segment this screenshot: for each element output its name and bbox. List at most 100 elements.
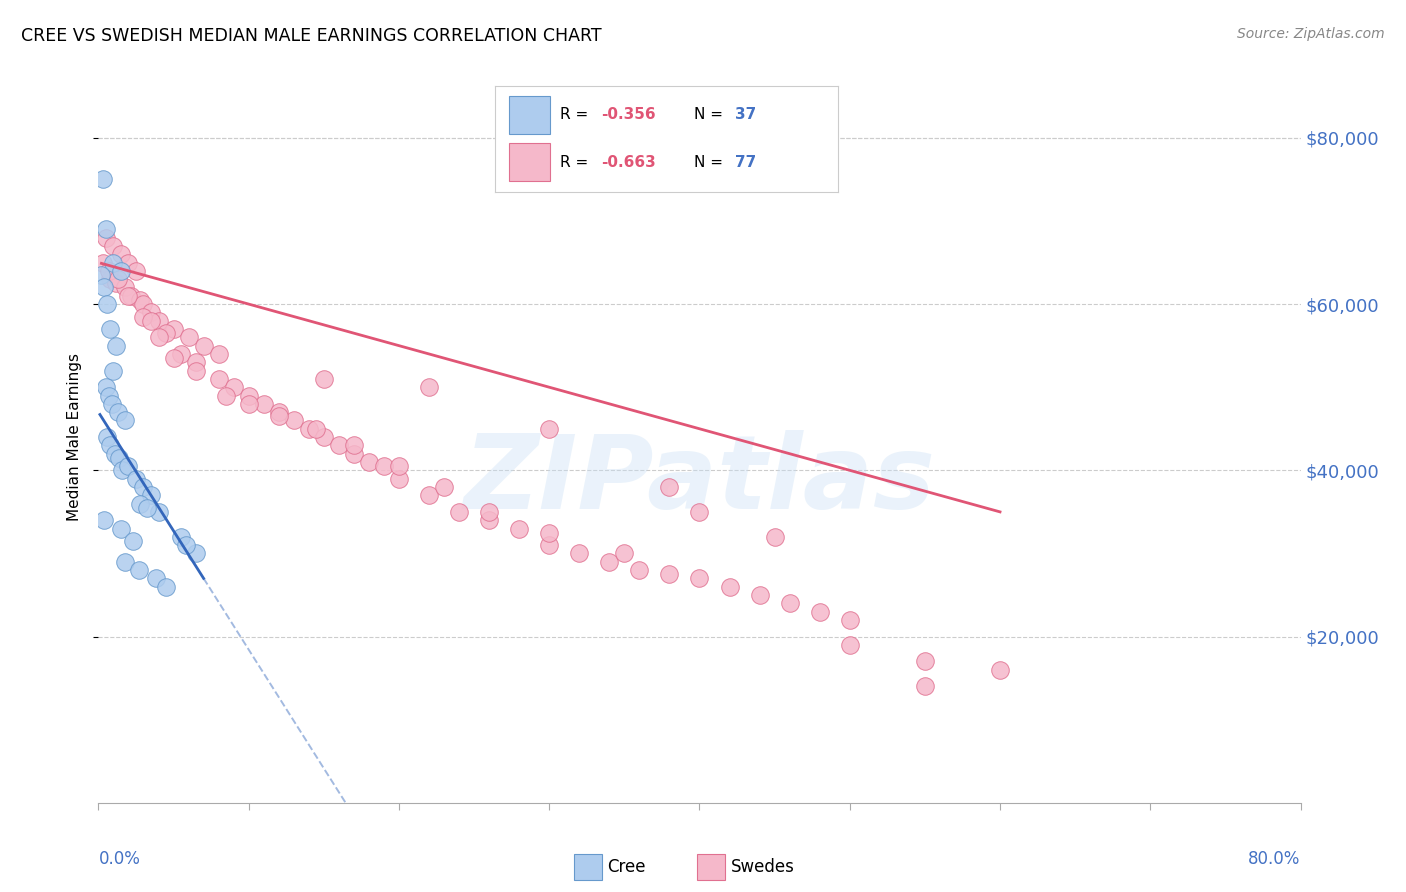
Point (253, 397, 276, 411)
Point (718, 580, 741, 594)
Point (96, 430, 118, 444)
Point (117, 289, 139, 303)
Point (222, 380, 245, 394)
Point (94, 230, 117, 244)
Point (748, 588, 770, 602)
Point (114, 555, 136, 569)
Point (139, 314, 162, 328)
Point (105, 339, 128, 353)
Point (122, 533, 145, 548)
Point (373, 459, 395, 474)
Point (208, 347, 231, 361)
Point (139, 305, 162, 319)
Point (184, 355, 207, 369)
Point (689, 505, 711, 519)
Point (215, 388, 238, 402)
Point (117, 255, 139, 269)
Point (97, 388, 120, 402)
Point (328, 438, 350, 452)
Point (155, 580, 177, 594)
Point (110, 264, 132, 278)
Point (508, 521, 530, 535)
Point (94, 380, 117, 394)
Point (238, 397, 260, 411)
Point (101, 397, 124, 411)
Point (170, 530, 193, 544)
Point (305, 422, 328, 436)
Point (433, 480, 456, 494)
Point (155, 326, 177, 341)
Point (283, 413, 305, 427)
Point (184, 546, 207, 560)
Text: ZIPatlas: ZIPatlas (464, 431, 935, 532)
Point (100, 438, 122, 452)
Point (193, 339, 215, 353)
Point (91, 255, 114, 269)
Point (128, 563, 150, 577)
Point (914, 680, 936, 694)
Point (538, 538, 561, 552)
Point (238, 388, 260, 402)
Point (132, 480, 155, 494)
Point (177, 330, 200, 344)
Point (298, 422, 321, 436)
Point (96, 297, 118, 311)
Point (914, 655, 936, 669)
Point (162, 322, 184, 336)
Point (418, 488, 440, 502)
Point (90, 268, 112, 282)
Point (388, 472, 411, 486)
Point (110, 521, 132, 535)
Point (779, 596, 801, 610)
Text: 0.0%: 0.0% (98, 850, 141, 868)
Point (538, 422, 561, 436)
Point (111, 463, 134, 477)
Text: Swedes: Swedes (731, 858, 794, 876)
Point (689, 571, 711, 585)
Point (135, 500, 157, 515)
Point (125, 264, 148, 278)
Point (174, 538, 197, 552)
Point (267, 409, 290, 424)
Point (343, 438, 366, 452)
Point (105, 277, 128, 291)
Point (114, 413, 136, 427)
Point (103, 239, 125, 253)
Point (107, 272, 129, 286)
Point (91, 172, 114, 186)
Point (658, 567, 681, 582)
Point (388, 459, 411, 474)
Point (93, 513, 115, 527)
Point (117, 459, 139, 474)
Point (104, 447, 127, 461)
Point (478, 505, 501, 519)
Point (613, 546, 636, 560)
Point (208, 372, 231, 386)
Y-axis label: Median Male Earnings: Median Male Earnings (67, 353, 83, 521)
Point (598, 555, 620, 569)
Point (343, 447, 366, 461)
Text: Cree: Cree (607, 858, 645, 876)
Point (148, 330, 170, 344)
Point (447, 505, 470, 519)
Point (170, 347, 193, 361)
Point (97, 264, 120, 278)
Point (103, 255, 125, 269)
Point (838, 613, 860, 627)
Point (838, 638, 860, 652)
Point (132, 297, 155, 311)
Point (125, 472, 148, 486)
Point (628, 563, 651, 577)
Point (107, 405, 129, 419)
Point (184, 363, 207, 377)
Point (312, 430, 335, 444)
Point (162, 351, 184, 365)
Point (808, 605, 831, 619)
Text: CREE VS SWEDISH MEDIAN MALE EARNINGS CORRELATION CHART: CREE VS SWEDISH MEDIAN MALE EARNINGS COR… (21, 27, 602, 45)
Point (658, 480, 681, 494)
Point (357, 455, 380, 469)
Point (148, 314, 170, 328)
Point (312, 372, 335, 386)
Point (94, 222, 117, 236)
Point (148, 505, 170, 519)
